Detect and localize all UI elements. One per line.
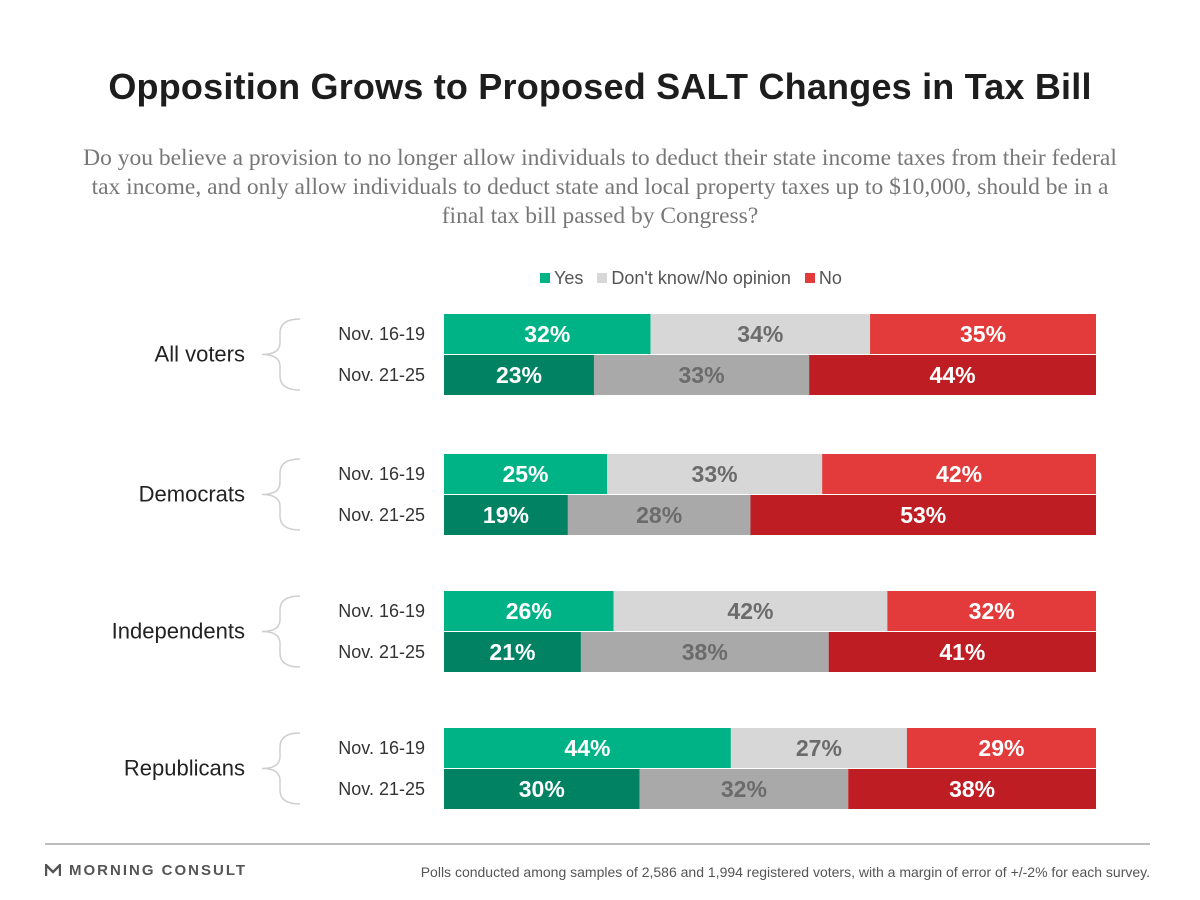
period-label: Nov. 21-25	[338, 642, 425, 662]
bar-segment-dont-know	[639, 769, 849, 809]
group-brace	[261, 595, 301, 668]
bar-segment-yes	[444, 769, 640, 809]
data-label-no: 41%	[939, 639, 985, 665]
bar-segment-yes	[444, 728, 731, 768]
bar-segment-dont-know	[613, 591, 888, 631]
legend-swatch-no	[804, 273, 815, 283]
bar-segment-dont-know	[607, 454, 823, 494]
data-label-no: 29%	[978, 735, 1024, 761]
morning-consult-logo-icon	[45, 864, 61, 876]
legend-label-yes: Yes	[554, 267, 584, 288]
data-label-yes: 26%	[506, 598, 552, 624]
bar-segment-dont-know	[567, 495, 751, 535]
data-label-no: 32%	[969, 598, 1015, 624]
data-label-dont-know: 34%	[737, 321, 783, 347]
legend-item-yes: Yes	[540, 268, 583, 289]
legend-label-dont-know: Don't know/No opinion	[611, 267, 791, 288]
data-label-yes: 30%	[519, 776, 565, 802]
data-label-no: 42%	[936, 461, 982, 487]
bar-segment-yes	[444, 314, 651, 354]
bar-segment-yes	[444, 632, 581, 672]
bar-segment-no	[887, 591, 1096, 631]
data-label-dont-know: 38%	[682, 639, 728, 665]
bar-segment-dont-know	[730, 728, 907, 768]
data-label-no: 44%	[930, 362, 976, 388]
data-label-no: 53%	[900, 502, 946, 528]
period-label: Nov. 21-25	[338, 365, 425, 385]
data-label-dont-know: 33%	[679, 362, 725, 388]
bar-segment-no	[750, 495, 1096, 535]
data-label-yes: 19%	[483, 502, 529, 528]
bar-segment-dont-know	[650, 314, 871, 354]
data-label-yes: 32%	[524, 321, 570, 347]
period-label: Nov. 16-19	[338, 324, 425, 344]
bar-segment-no	[870, 314, 1096, 354]
footer-divider	[45, 843, 1150, 845]
group-label: Democrats	[139, 482, 245, 507]
data-label-dont-know: 28%	[636, 502, 682, 528]
bar-segment-yes	[444, 591, 614, 631]
group-label: Republicans	[124, 756, 245, 781]
brand: MORNING CONSULT	[45, 862, 247, 879]
data-label-dont-know: 27%	[796, 735, 842, 761]
bar-segment-no	[906, 728, 1096, 768]
data-label-yes: 44%	[564, 735, 610, 761]
data-label-yes: 23%	[496, 362, 542, 388]
data-label-dont-know: 33%	[692, 461, 738, 487]
bar-segment-yes	[444, 495, 568, 535]
group-brace	[261, 732, 301, 805]
bar-segment-no	[809, 355, 1096, 395]
bar-segment-dont-know	[580, 632, 829, 672]
period-label: Nov. 16-19	[338, 601, 425, 621]
legend-swatch-yes	[540, 273, 550, 283]
legend: Yes Don't know/No opinion No	[540, 267, 856, 289]
bar-segment-no	[822, 454, 1096, 494]
data-label-no: 38%	[949, 776, 995, 802]
brand-name: MORNING CONSULT	[69, 862, 248, 879]
bar-segment-yes	[444, 454, 607, 494]
legend-swatch-dont-know	[597, 273, 608, 283]
bar-segment-dont-know	[593, 355, 810, 395]
data-label-no: 35%	[960, 321, 1006, 347]
period-label: Nov. 21-25	[338, 779, 425, 799]
chart-subtitle: Do you believe a provision to no longer …	[83, 145, 1117, 229]
period-label: Nov. 16-19	[338, 738, 425, 758]
period-label: Nov. 21-25	[338, 505, 425, 525]
legend-label-no: No	[818, 267, 842, 288]
group-brace	[261, 318, 301, 391]
footnote: Polls conducted among samples of 2,586 a…	[420, 864, 1150, 880]
bar-segment-yes	[444, 355, 594, 395]
group-label: All voters	[155, 342, 245, 367]
data-label-yes: 21%	[489, 639, 535, 665]
data-label-dont-know: 42%	[727, 598, 773, 624]
bar-segment-no	[828, 632, 1096, 672]
legend-item-dont-know: Don't know/No opinion	[597, 268, 791, 289]
chart-title: Opposition Grows to Proposed SALT Change…	[108, 66, 1092, 107]
data-label-yes: 25%	[502, 461, 548, 487]
group-brace	[261, 458, 301, 531]
period-label: Nov. 16-19	[338, 464, 425, 484]
data-label-dont-know: 32%	[721, 776, 767, 802]
bar-segment-no	[848, 769, 1096, 809]
group-label: Independents	[112, 619, 245, 644]
legend-item-no: No	[804, 267, 842, 289]
